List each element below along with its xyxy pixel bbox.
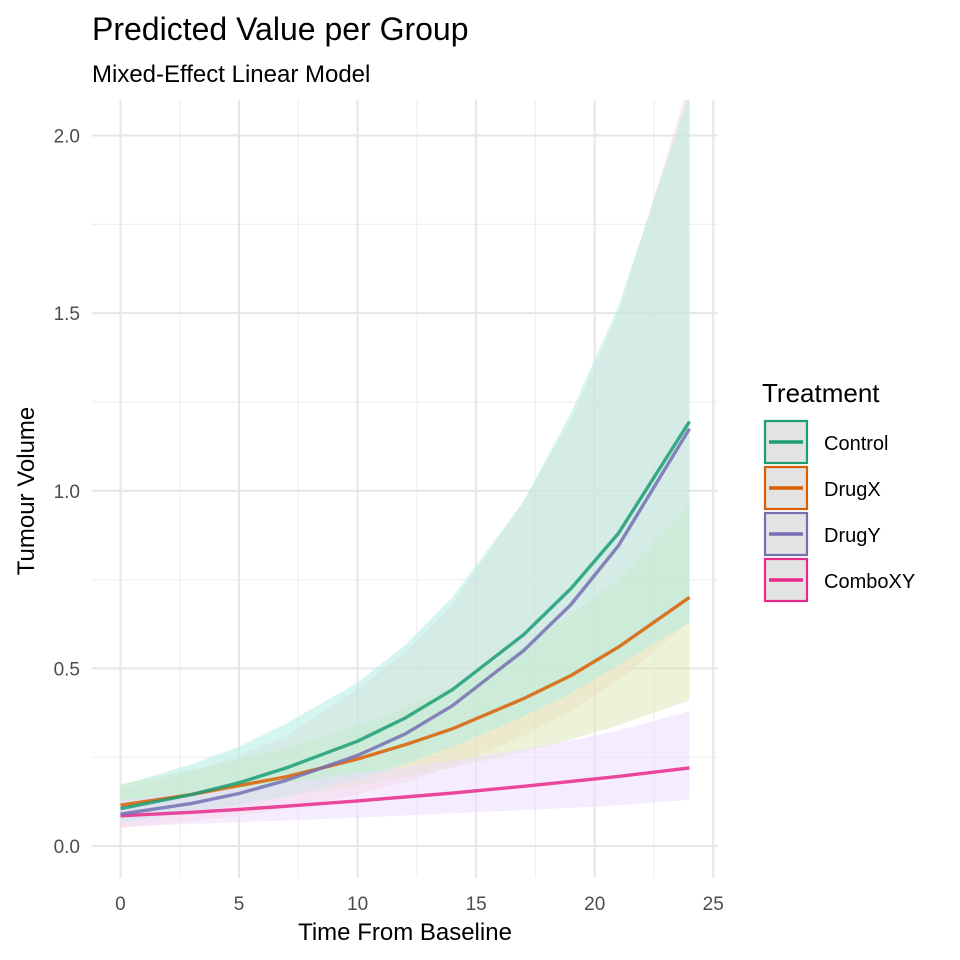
- ribbon-control: [120, 100, 690, 823]
- legend-items: Control DrugX DrugY ComboXY: [763, 419, 915, 603]
- legend: Treatment Control DrugX DrugY ComboXY: [762, 378, 915, 603]
- y-tick-label: 0.5: [54, 659, 80, 680]
- x-tick-label: 5: [234, 894, 245, 915]
- chart-subtitle: Mixed-Effect Linear Model: [92, 61, 370, 88]
- legend-label: Control: [824, 433, 888, 455]
- line-layer: [120, 420, 691, 818]
- y-tick-label: 1.5: [54, 304, 80, 325]
- ribbon-layer: [120, 100, 690, 829]
- legend-item-control: Control: [763, 419, 888, 465]
- chart-title: Predicted Value per Group: [92, 11, 469, 47]
- x-tick-label: 0: [115, 894, 126, 915]
- x-tick-label: 10: [347, 894, 368, 915]
- legend-item-comboxy: ComboXY: [763, 557, 915, 603]
- ribbon-drugx: [120, 505, 690, 820]
- y-tick-label: 2.0: [54, 127, 80, 148]
- legend-label: DrugY: [824, 525, 881, 547]
- y-axis-title: Tumour Volume: [13, 407, 40, 576]
- line-control: [120, 420, 691, 811]
- y-tick-label: 1.0: [54, 482, 80, 503]
- x-axis-title: Time From Baseline: [298, 919, 512, 946]
- line-drugx: [120, 596, 691, 807]
- x-tick-label: 25: [703, 894, 724, 915]
- legend-item-drugx: DrugX: [763, 465, 881, 511]
- x-tick-label: 15: [466, 894, 487, 915]
- legend-label: ComboXY: [824, 571, 915, 593]
- line-drugy: [120, 427, 691, 816]
- x-tick-label: 20: [584, 894, 605, 915]
- legend-label: DrugX: [824, 479, 881, 501]
- y-tick-label: 0.0: [54, 837, 80, 858]
- legend-item-drugy: DrugY: [763, 511, 881, 557]
- legend-title: Treatment: [762, 378, 880, 408]
- line-comboxy: [120, 766, 690, 818]
- ribbon-comboxy: [120, 711, 690, 827]
- tick-layer: 0 5 10 15 20 25 0.0 0.5 1.0 1.5 2.0: [54, 127, 724, 915]
